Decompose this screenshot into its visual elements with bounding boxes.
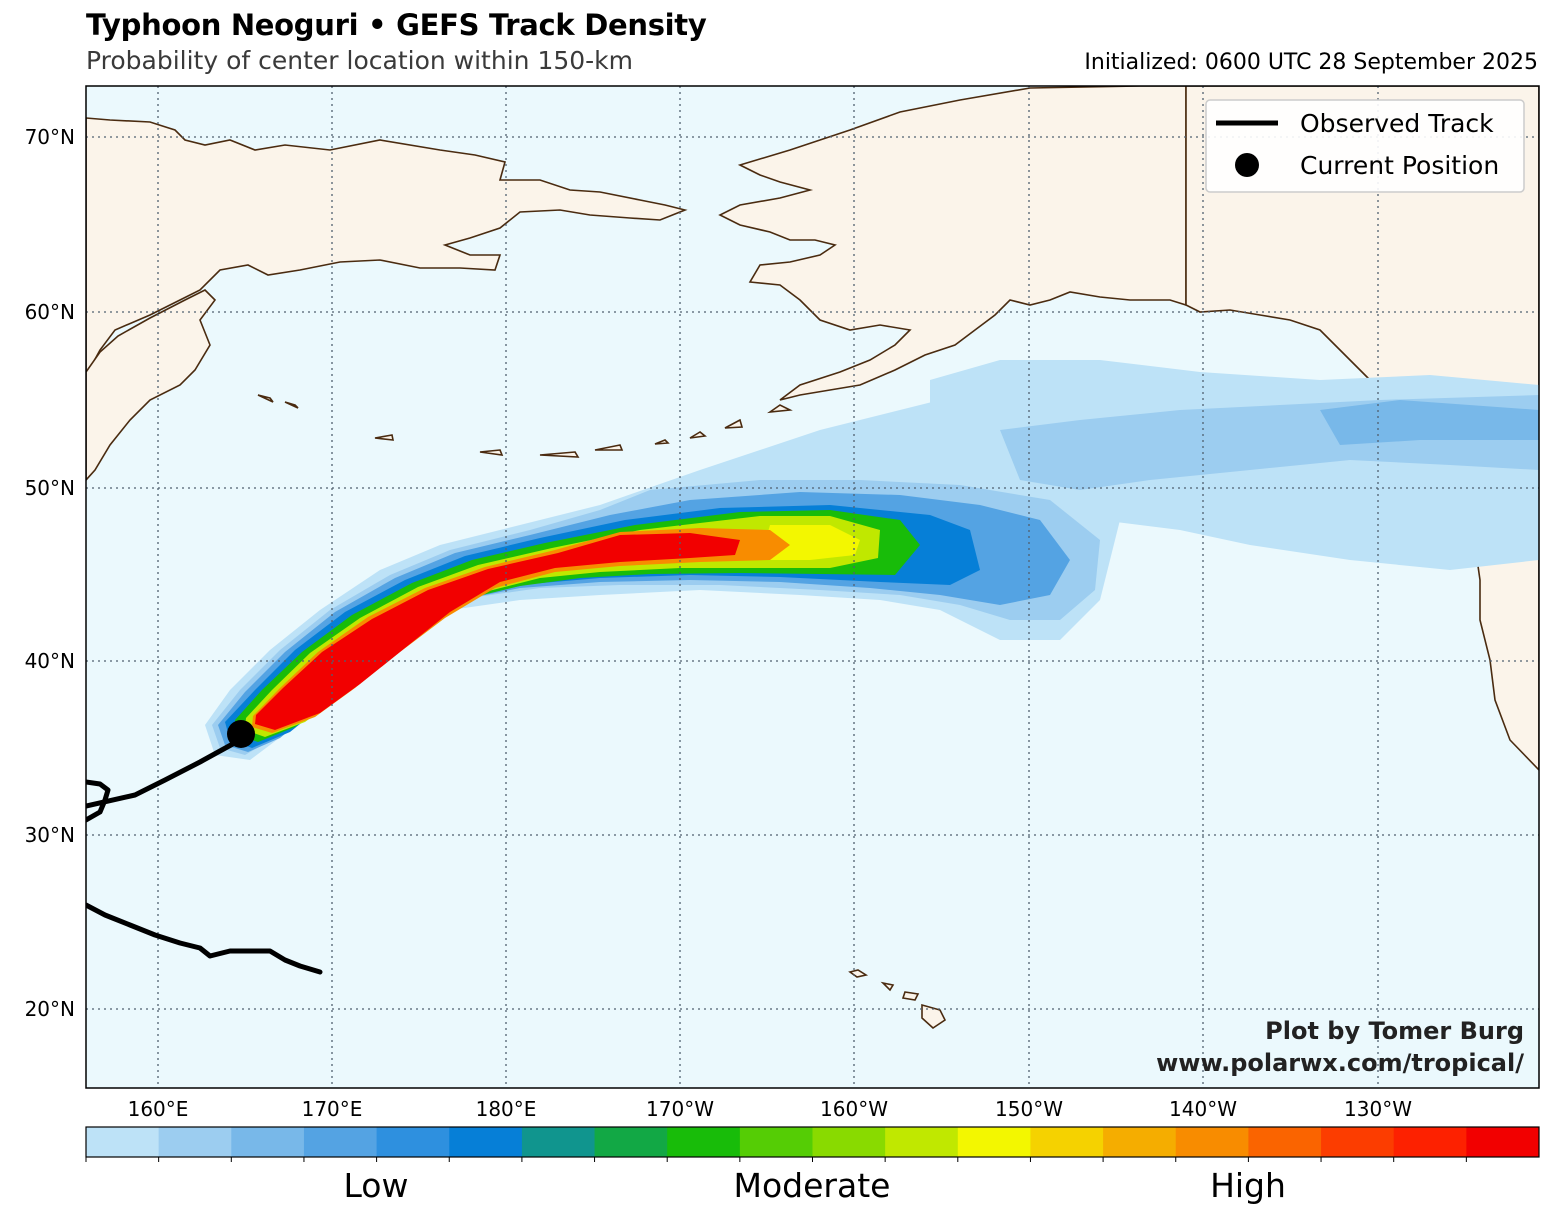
lon-label: 170°E [302, 1097, 363, 1121]
colorbar-segment [1175, 1127, 1249, 1157]
colorbar-segment [957, 1127, 1031, 1157]
colorbar-segment [86, 1127, 160, 1157]
observed-track [86, 737, 323, 975]
lat-label: 40°N [25, 649, 75, 673]
colorbar-segment [303, 1127, 378, 1157]
lat-label: 30°N [25, 823, 75, 847]
colorbar-segment [158, 1127, 232, 1157]
lon-label: 130°W [1344, 1097, 1412, 1121]
lon-label: 180°E [476, 1097, 537, 1121]
colorbar-segment [1393, 1127, 1467, 1157]
colorbar-segment [1103, 1127, 1177, 1157]
land-kamchatka [86, 289, 217, 482]
colorbar-segment [449, 1127, 523, 1157]
colorbar-segment [885, 1127, 959, 1157]
graticule [86, 86, 1539, 1088]
map-frame [85, 85, 1540, 1089]
current-position-legend-swatch [1235, 153, 1259, 177]
credit-url: www.polarwx.com/tropical/ [1156, 1049, 1524, 1077]
current-position-marker [227, 720, 255, 748]
colorbar-label-low: Low [344, 1166, 409, 1205]
lat-label: 60°N [25, 300, 75, 324]
legend-current-position: Current Position [1300, 151, 1499, 180]
land-aleutians [257, 394, 793, 458]
colorbar-segment [1466, 1127, 1540, 1157]
land-hawaii [848, 969, 947, 1030]
lon-label: 160°W [820, 1097, 888, 1121]
land-asia [86, 117, 688, 373]
colorbar-segment [1248, 1127, 1322, 1157]
track-density-field [205, 360, 1539, 760]
lat-label: 70°N [25, 125, 75, 149]
initialized-time: Initialized: 0600 UTC 28 September 2025 [1084, 50, 1538, 75]
colorbar-segment [1321, 1127, 1395, 1157]
colorbar-segment [376, 1127, 450, 1157]
lat-label: 50°N [25, 476, 75, 500]
land-alaska [718, 86, 1187, 401]
lat-label: 20°N [25, 997, 75, 1021]
colorbar-segment [231, 1127, 305, 1157]
colorbar [85, 1127, 1540, 1162]
map-legend: Observed Track Current Position [1205, 99, 1525, 193]
colorbar-frame [85, 1126, 1540, 1158]
credit-author: Plot by Tomer Burg [1265, 1017, 1524, 1045]
legend-observed-track: Observed Track [1300, 109, 1494, 138]
colorbar-segment [812, 1127, 886, 1157]
colorbar-segment [521, 1127, 596, 1157]
colorbar-segment [667, 1127, 741, 1157]
chart-title: Typhoon Neoguri • GEFS Track Density [86, 8, 707, 42]
chart-subtitle: Probability of center location within 15… [86, 46, 634, 75]
lon-label: 160°E [128, 1097, 189, 1121]
lon-label: 170°W [646, 1097, 714, 1121]
colorbar-segment [1030, 1127, 1104, 1157]
lon-label: 140°W [1169, 1097, 1237, 1121]
colorbar-label-high: High [1210, 1166, 1286, 1205]
colorbar-segment [594, 1127, 668, 1157]
lon-label: 150°W [995, 1097, 1063, 1121]
colorbar-segment [739, 1127, 813, 1157]
colorbar-label-moderate: Moderate [734, 1166, 891, 1205]
